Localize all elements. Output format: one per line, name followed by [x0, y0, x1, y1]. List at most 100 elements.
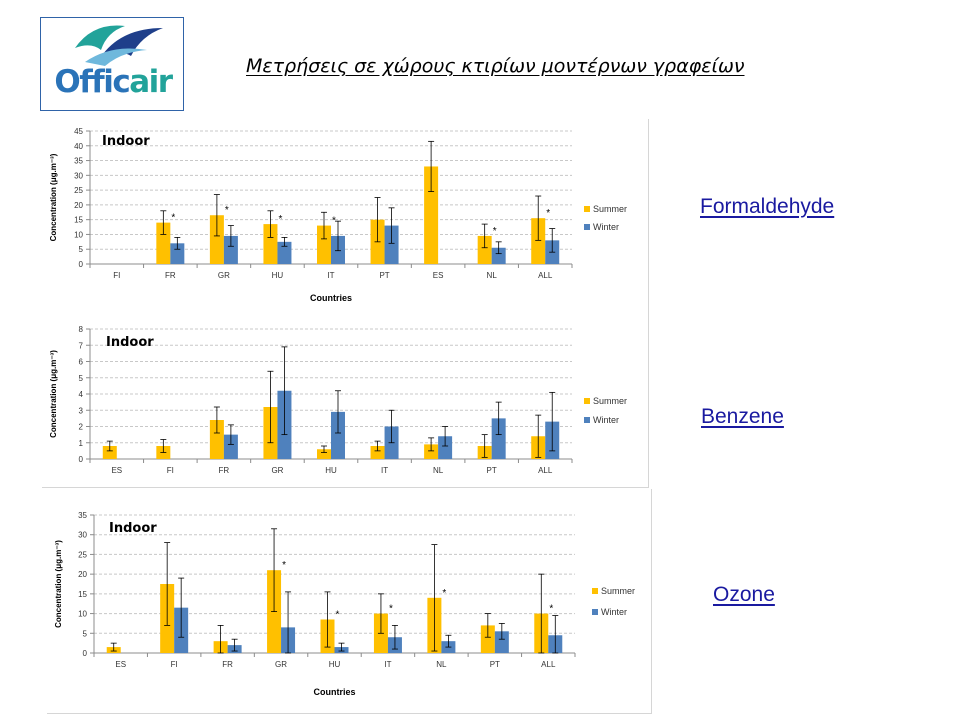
y-tick-label: 5 [79, 374, 84, 383]
x-axis-label: Countries [313, 687, 355, 697]
legend-label: Summer [593, 396, 627, 406]
y-tick-label: 35 [74, 157, 83, 166]
x-tick-label: ES [111, 466, 122, 475]
y-tick-label: 20 [74, 201, 83, 210]
legend-label: Winter [593, 415, 619, 425]
x-tick-label: IT [381, 466, 388, 475]
legend-swatch-summer [584, 398, 590, 404]
bar-summer [370, 446, 385, 459]
y-tick-label: 0 [79, 455, 84, 464]
bar-summer [317, 449, 331, 459]
bar-summer [317, 225, 331, 264]
x-tick-label: HU [329, 660, 341, 669]
indoor-annotation: Indoor [102, 134, 150, 149]
logo-text: Officair [45, 64, 181, 100]
significance-marker: * [225, 205, 229, 216]
significance-marker: * [549, 604, 553, 615]
y-tick-label: 2 [79, 423, 84, 432]
x-tick-label: PT [487, 466, 497, 475]
x-tick-label: IT [327, 271, 334, 280]
x-tick-label: ALL [541, 660, 556, 669]
bar-winter [170, 243, 185, 264]
bar-summer [424, 166, 439, 264]
y-tick-label: 10 [74, 230, 83, 239]
significance-marker: * [493, 226, 497, 237]
bar-winter [277, 241, 292, 264]
x-tick-label: ES [433, 271, 444, 280]
bar-winter [494, 631, 509, 653]
x-tick-label: FI [171, 660, 178, 669]
slide-title: Μετρήσεις σε χώρους κτιρίων μοντέρνων γρ… [246, 55, 745, 77]
significance-marker: * [336, 609, 340, 620]
y-tick-label: 30 [78, 531, 87, 540]
y-tick-label: 3 [79, 406, 84, 415]
x-tick-label: FI [113, 271, 120, 280]
y-tick-label: 40 [74, 142, 83, 151]
bar-winter [491, 247, 506, 264]
x-tick-label: NL [487, 271, 498, 280]
bar-summer [263, 224, 278, 264]
significance-marker: * [282, 560, 286, 571]
x-tick-label: NL [433, 466, 444, 475]
x-tick-label: FR [219, 466, 230, 475]
y-tick-label: 8 [79, 325, 84, 334]
y-axis-label: Concentration (μg.m⁻³) [49, 153, 58, 241]
formaldehyde-link[interactable]: Formaldehyde [700, 195, 835, 218]
bar-summer [480, 625, 495, 653]
logo-text-offic: Offic [54, 64, 130, 100]
legend-label: Winter [593, 222, 619, 232]
bar-winter [438, 436, 453, 459]
x-tick-label: ALL [538, 271, 553, 280]
legend-swatch-winter [584, 417, 590, 423]
ozone-link[interactable]: Ozone [713, 583, 775, 606]
y-tick-label: 25 [74, 186, 83, 195]
bar-summer [102, 446, 117, 459]
significance-marker: * [546, 208, 550, 219]
significance-marker: * [332, 216, 336, 227]
y-tick-label: 0 [83, 649, 88, 658]
x-tick-label: HU [272, 271, 284, 280]
benzene-link[interactable]: Benzene [701, 405, 784, 428]
significance-marker: * [278, 214, 282, 225]
indoor-annotation: Indoor [106, 335, 154, 350]
y-tick-label: 45 [74, 127, 83, 136]
x-tick-label: FR [222, 660, 233, 669]
x-tick-label: IT [384, 660, 391, 669]
y-tick-label: 4 [79, 390, 84, 399]
x-tick-label: ES [115, 660, 126, 669]
ozone-chart-panel: 0 5 10 15 20 25 30 35 ES FI FR GR HU IT NL PT ALL * * * * * In… [47, 489, 652, 714]
bar-winter [331, 411, 345, 459]
y-tick-label: 6 [79, 358, 84, 367]
bar-summer [209, 215, 224, 264]
bar-winter [384, 225, 399, 264]
ozone-chart: 0 5 10 15 20 25 30 35 ES FI FR GR HU IT NL PT ALL * * * * * In… [54, 511, 635, 697]
benzene-chart: 0 1 2 3 4 5 6 7 8 ES FI FR GR HU IT NL PT ALL Indoor Concen… [49, 325, 627, 475]
officair-logo: Officair [40, 17, 184, 111]
significance-marker: * [442, 588, 446, 599]
y-tick-label: 7 [79, 341, 84, 350]
legend-label: Summer [601, 586, 635, 596]
y-tick-label: 30 [74, 171, 83, 180]
x-tick-label: PT [379, 271, 389, 280]
bar-winter [223, 434, 238, 459]
x-tick-label: PT [490, 660, 500, 669]
x-tick-label: FR [165, 271, 176, 280]
x-tick-label: NL [436, 660, 447, 669]
y-tick-label: 5 [83, 629, 88, 638]
legend-swatch-summer [592, 588, 598, 594]
bar-winter [223, 235, 238, 264]
indoor-annotation: Indoor [109, 521, 157, 536]
y-tick-label: 25 [78, 550, 87, 559]
y-tick-label: 1 [79, 439, 84, 448]
legend-label: Winter [601, 607, 627, 617]
x-tick-label: GR [271, 466, 283, 475]
y-tick-label: 10 [78, 610, 87, 619]
bar-summer [424, 444, 439, 459]
bar-summer [531, 218, 546, 264]
bar-winter [491, 418, 506, 459]
bar-summer [156, 222, 171, 264]
y-axis-label: Concentration (μg.m⁻³) [49, 350, 58, 438]
legend-swatch-winter [592, 609, 598, 615]
legend-swatch-summer [584, 206, 590, 212]
formaldehyde-chart: 0 5 10 15 20 25 30 35 40 45 FI FR GR HU IT PT ES NL ALL * * *… [49, 127, 627, 303]
